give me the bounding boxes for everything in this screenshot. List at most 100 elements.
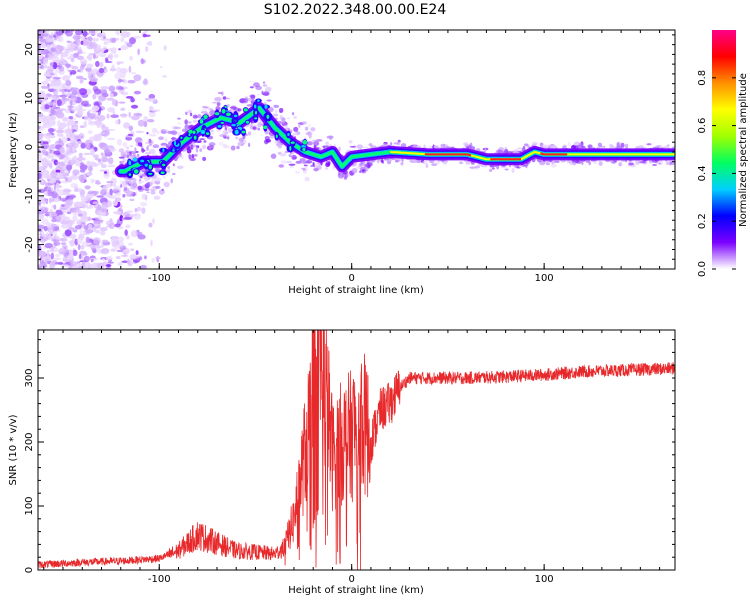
spectrogram-blob [82, 229, 85, 234]
spectrogram-blob [47, 127, 55, 133]
spectrogram-blob [137, 185, 143, 190]
spectrogram-blob [130, 230, 138, 238]
spectrogram-blob [216, 102, 221, 107]
spectrogram-blob [209, 109, 216, 116]
spectrogram-blob [96, 195, 104, 198]
ridge-blob-core [257, 99, 260, 102]
spectrogram-blob [38, 38, 47, 43]
spectrogram-blob [325, 167, 328, 170]
spectrogram-blob [106, 137, 116, 141]
spectrogram-blob [90, 41, 98, 50]
spectrogram-blob [347, 172, 351, 177]
spectrogram-blob [61, 51, 69, 58]
spectrogram-blob [70, 160, 74, 165]
spectrogram-blob [110, 177, 117, 185]
spectrogram-blob [199, 138, 205, 140]
spectrogram-blob [60, 224, 70, 229]
spectrogram-blob [38, 154, 42, 158]
spectrogram-blob [115, 37, 120, 41]
spectrogram-blob [279, 115, 283, 120]
spectrogram-blob [143, 175, 149, 181]
spectrogram-blob [209, 145, 215, 149]
spectrogram-blob [44, 258, 50, 262]
spectrogram-blob [175, 131, 182, 135]
spectrogram-blob [144, 195, 148, 201]
spectrogram-blob [89, 263, 94, 269]
spectrogram-blob [70, 95, 78, 103]
snr-x-tick-label: 100 [535, 574, 554, 585]
spectrogram-blob [154, 177, 162, 182]
spectrogram-x-tick-label: -100 [148, 273, 171, 284]
spectrogram-blob [118, 48, 121, 51]
spectrogram-blob [249, 86, 254, 89]
spectrogram-blob [83, 255, 90, 263]
spectrogram-blob [48, 119, 57, 125]
spectrogram-blob [128, 111, 131, 118]
spectrogram-blob [122, 158, 126, 162]
spectrogram-blob [120, 184, 123, 188]
spectrogram-blob [181, 155, 184, 160]
spectrogram-blob [227, 135, 230, 140]
spectrogram-blob [86, 139, 90, 146]
ridge-blob-core [302, 140, 308, 145]
spectrogram-blob [51, 218, 57, 223]
spectrogram-blob [158, 136, 164, 141]
spectrogram-blob [42, 176, 52, 179]
spectrogram-blob [117, 262, 123, 266]
ridge-blob-core [220, 121, 225, 124]
spectrogram-blob [41, 178, 44, 185]
spectrogram-blob [48, 229, 54, 233]
spectrogram-blob [59, 161, 66, 169]
spectrogram-blob [38, 125, 41, 130]
spectrogram-blob [50, 47, 56, 53]
spectrogram-blob [616, 141, 621, 148]
spectrogram-blob [288, 154, 292, 158]
spectrogram-blob [144, 30, 148, 34]
spectrogram-blob [114, 73, 122, 80]
spectrogram-blob [67, 89, 71, 93]
spectrogram-blob [238, 137, 244, 143]
spectrogram-blob [366, 162, 373, 167]
spectrogram-blob [279, 107, 284, 113]
spectrogram-blob [148, 222, 153, 228]
spectrogram-blob [129, 145, 134, 148]
spectrogram-blob [69, 71, 73, 76]
spectrogram-blob [383, 143, 388, 147]
spectrogram-blob [395, 159, 400, 163]
spectrogram-blob [131, 72, 137, 75]
spectrogram-blob [142, 78, 149, 86]
spectrogram-blob [249, 123, 253, 130]
colorbar-tick-label: 0.2 [697, 213, 708, 229]
snr-panel: -100 0 100 0 100 200 300 Height of straight li… [8, 329, 676, 596]
spectrogram-blob [93, 135, 103, 142]
spectrogram-blob [94, 229, 101, 234]
spectrogram-blob [504, 148, 509, 154]
spectrogram-blob [547, 144, 554, 150]
spectrogram-blob [62, 191, 71, 196]
spectrogram-blob [105, 60, 113, 64]
spectrogram-blob [471, 146, 475, 151]
spectrogram-blob [42, 42, 46, 48]
spectrogram-blob [504, 168, 509, 171]
spectrogram-blob [155, 256, 161, 260]
spectrogram-blob [153, 195, 161, 200]
spectrogram-blob [60, 108, 66, 112]
spectrogram-blob [265, 86, 272, 92]
spectrogram-blob [44, 182, 48, 187]
spectrogram-blob [526, 144, 530, 148]
spectrogram-blob [102, 185, 109, 189]
spectrogram-blob [164, 137, 168, 143]
spectrogram-blob [100, 163, 107, 169]
spectrogram-blob [126, 42, 133, 48]
spectrogram-blob [147, 97, 157, 102]
spectrogram-blob [291, 112, 295, 116]
spectrogram-blob [245, 134, 249, 137]
spectrogram-blob [648, 161, 654, 164]
spectrogram-blob [440, 143, 446, 148]
spectrogram-blob [115, 256, 121, 260]
spectrogram-blob [101, 188, 107, 193]
snr-frame [37, 329, 676, 571]
spectrogram-blob [123, 185, 127, 188]
spectrogram-blob [422, 160, 428, 165]
spectrogram-blob [61, 136, 68, 144]
